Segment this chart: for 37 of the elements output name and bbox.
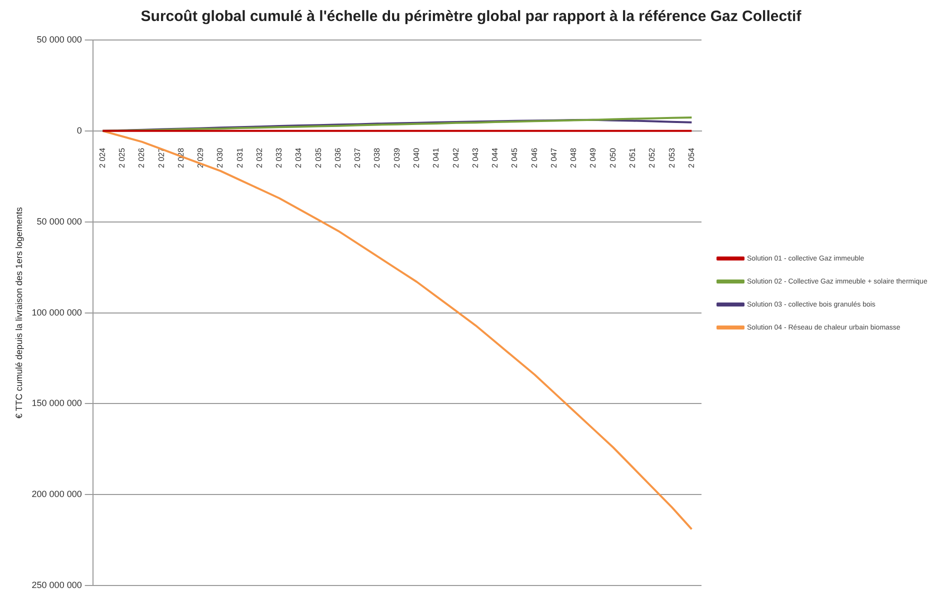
y-tick-label: 150 000 000 xyxy=(32,398,82,408)
y-tick-label: 100 000 000 xyxy=(32,307,82,318)
x-tick-label: 2 051 xyxy=(628,147,637,168)
x-tick-label: 2 024 xyxy=(98,147,107,168)
x-tick-label: 2 044 xyxy=(490,147,500,168)
x-tick-label: 2 052 xyxy=(648,147,657,168)
chart-title: Surcoût global cumulé à l'échelle du périmètre global par rapport à la référence Gaz Collectif xyxy=(140,8,802,26)
x-tick-label: 2 033 xyxy=(274,147,284,168)
x-tick-label: 2 026 xyxy=(137,147,146,168)
x-tick-label: 2 039 xyxy=(392,147,402,168)
x-tick-label: 2 035 xyxy=(314,147,323,168)
y-tick-label: 50 000 000 xyxy=(36,216,82,226)
x-tick-label: 2 054 xyxy=(686,147,696,168)
x-tick-label: 2 043 xyxy=(470,147,480,168)
y-tick-label: 200 000 000 xyxy=(32,489,82,500)
x-tick-label: 2 031 xyxy=(235,147,244,168)
x-tick-label: 2 045 xyxy=(510,147,520,168)
x-tick-label: 2 049 xyxy=(588,147,598,168)
y-tick-label: 50 000 000 xyxy=(36,34,82,44)
x-tick-label: 2 025 xyxy=(118,147,127,168)
x-tick-label: 2 030 xyxy=(216,147,225,168)
x-tick-label: 2 047 xyxy=(549,147,558,168)
x-tick-label: 2 032 xyxy=(254,147,264,168)
x-tick-label: 2 037 xyxy=(353,147,362,168)
x-tick-label: 2 048 xyxy=(569,147,578,168)
y-axis-title: € TTC cumulé depuis la livraison des 1ers logements xyxy=(14,206,24,419)
x-tick-label: 2 053 xyxy=(667,147,676,168)
x-tick-label: 2 040 xyxy=(412,147,422,168)
x-tick-label: 2 034 xyxy=(294,147,304,168)
x-tick-label: 2 038 xyxy=(372,147,382,168)
y-tick-label: 250 000 000 xyxy=(32,580,82,590)
x-tick-label: 2 046 xyxy=(530,147,539,168)
x-tick-label: 2 050 xyxy=(608,147,618,168)
x-tick-label: 2 036 xyxy=(333,147,342,168)
y-tick-label: 0 xyxy=(76,125,82,136)
x-tick-label: 2 042 xyxy=(451,147,460,168)
x-tick-label: 2 041 xyxy=(432,147,441,168)
